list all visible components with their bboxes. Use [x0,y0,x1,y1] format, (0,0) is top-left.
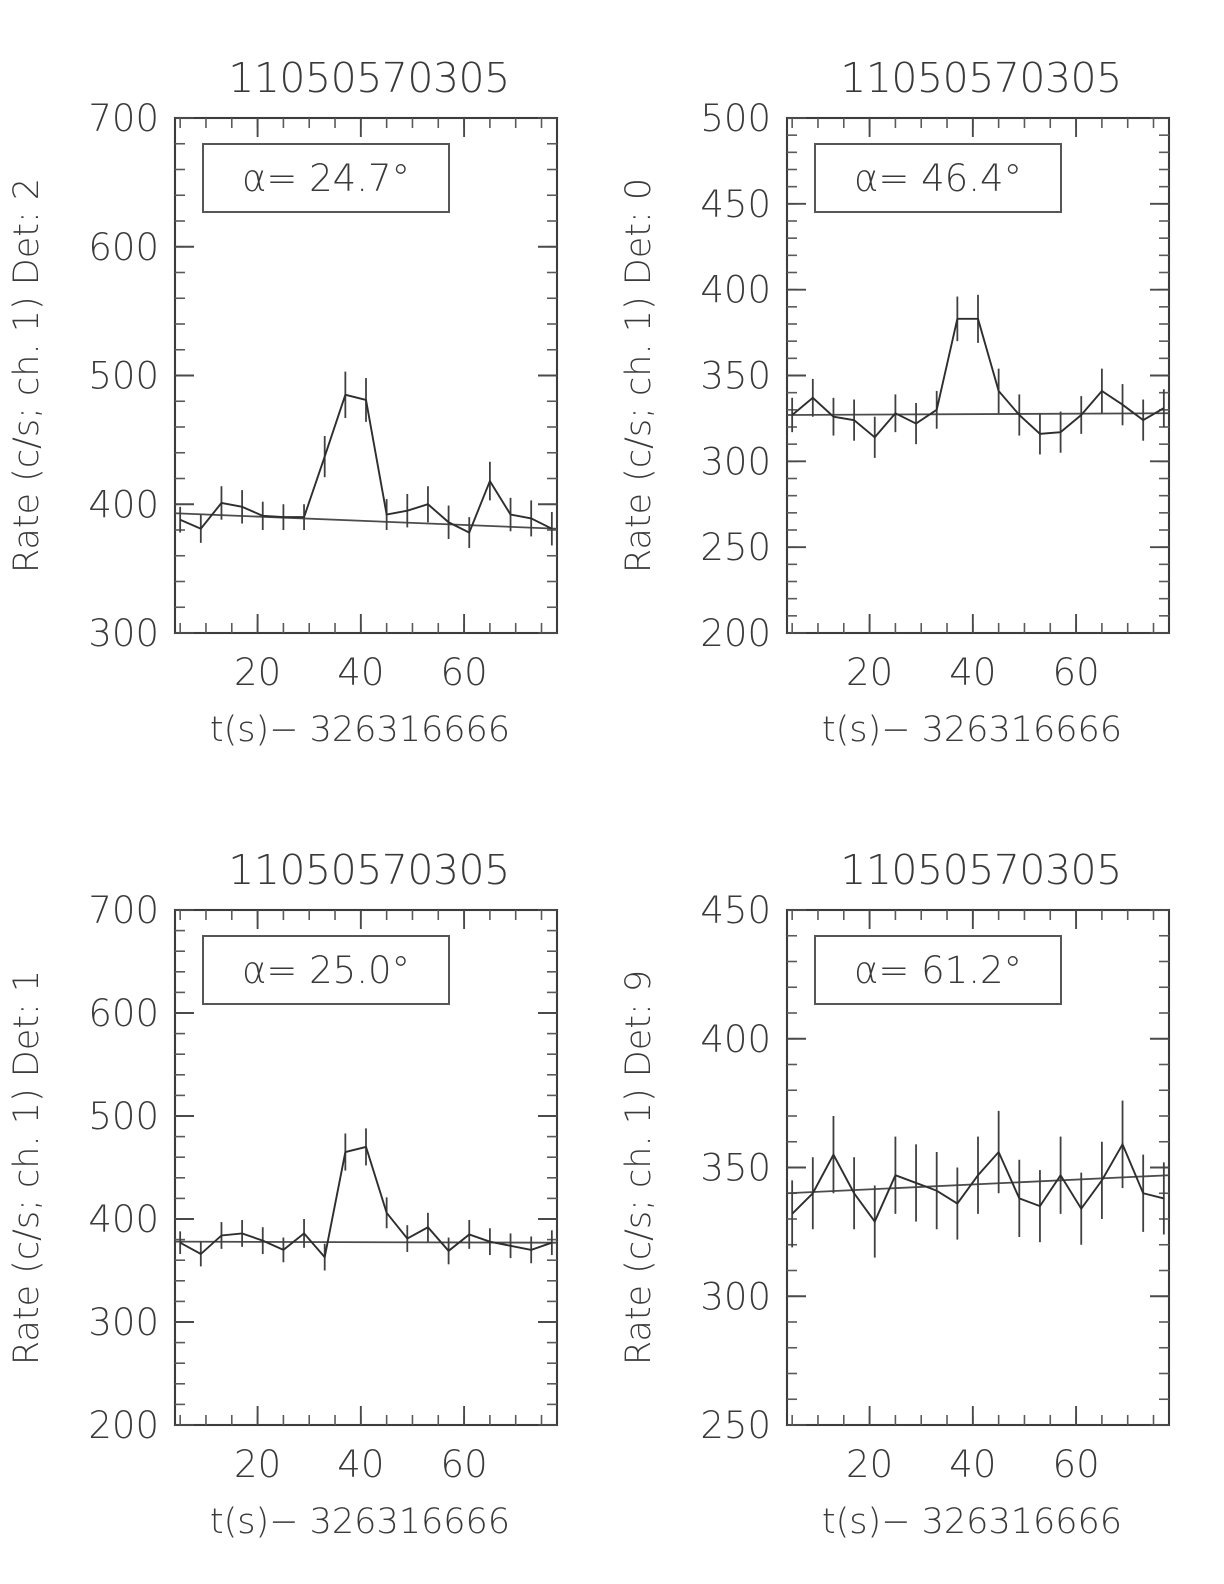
x-axis-label: t(s)− 326316666 [210,1502,510,1542]
y-tick-label: 250 [700,526,771,569]
y-tick-label: 300 [88,1301,159,1344]
x-tick-label: 60 [441,651,488,694]
x-tick-label: 40 [337,651,384,694]
plot-svg: 11050570305 Rate (c/s; ch. 1) Det: 9 t(s)−… [619,846,1171,1542]
background-fit-line [174,512,558,530]
alpha-annotation-box [814,935,1062,1005]
plot-panel-det-0: 11050570305 Rate (c/s; ch. 1) Det: 0 t(s)−… [612,0,1224,792]
axis-ticks: 250 300 350 400 450 20 40 60 [700,889,1169,1486]
x-tick-label: 60 [441,1443,488,1486]
y-tick-label: 250 [700,1404,771,1447]
y-tick-label: 400 [88,1198,159,1241]
y-axis-label: Rate (c/s; ch. 1) Det: 9 [619,970,659,1365]
background-fit-line [174,1240,558,1244]
y-tick-label: 500 [88,355,159,398]
x-tick-label: 20 [234,1443,281,1486]
error-bars [791,1100,1165,1258]
alpha-annotation-box [202,935,450,1005]
y-tick-label: 450 [700,889,771,932]
y-axis-label: Rate (c/s; ch. 1) Det: 1 [7,970,47,1365]
alpha-annotation-text: α= 24.7° [242,157,410,200]
x-axis-label: t(s)− 326316666 [822,1502,1122,1542]
y-axis-label: Rate (c/s; ch. 1) Det: 2 [7,178,47,573]
y-tick-label: 500 [700,97,771,140]
y-tick-label: 350 [700,355,771,398]
y-tick-label: 200 [700,612,771,655]
alpha-annotation-text: α= 25.0° [242,949,410,992]
axis-ticks: 300 400 500 600 700 20 40 60 [88,97,557,694]
plot-svg: 11050570305 Rate (c/s; ch. 1) Det: 1 t(s)−… [7,846,559,1542]
plot-svg: 11050570305 Rate (c/s; ch. 1) Det: 0 t(s)−… [619,54,1171,750]
data-line [791,1142,1165,1224]
y-tick-label: 400 [700,1018,771,1061]
plot-panel-det-9: 11050570305 Rate (c/s; ch. 1) Det: 9 t(s)−… [612,792,1224,1584]
alpha-annotation-text: α= 61.2° [854,949,1022,992]
y-axis-label: Rate (c/s; ch. 1) Det: 0 [619,178,659,573]
data-line [179,393,553,534]
y-tick-label: 350 [700,1147,771,1190]
plot-svg: 11050570305 Rate (c/s; ch. 1) Det: 2 t(s)−… [7,54,559,750]
panel-title: 11050570305 [840,846,1121,894]
y-tick-label: 700 [88,97,159,140]
x-tick-label: 60 [1053,651,1100,694]
x-tick-label: 40 [337,1443,384,1486]
x-tick-label: 20 [846,651,893,694]
x-tick-label: 20 [234,651,281,694]
background-fit-line [786,412,1170,416]
x-tick-label: 20 [846,1443,893,1486]
data-line [179,1145,553,1260]
x-axis-label: t(s)− 326316666 [210,710,510,750]
x-tick-label: 40 [949,651,996,694]
plot-frame [173,908,559,1427]
panel-title: 11050570305 [840,54,1121,102]
axis-ticks: 200 250 300 350 400 450 500 20 40 60 [700,97,1169,694]
plot-panel-det-1: 11050570305 Rate (c/s; ch. 1) Det: 1 t(s)−… [0,792,612,1584]
y-tick-label: 400 [88,483,159,526]
y-tick-label: 450 [700,183,771,226]
y-tick-label: 400 [700,269,771,312]
axis-ticks: 200 300 400 500 600 700 20 40 60 [88,889,557,1486]
plot-panel-det-2: 11050570305 Rate (c/s; ch. 1) Det: 2 t(s)−… [0,0,612,792]
alpha-annotation-box [814,143,1062,213]
panel-title: 11050570305 [228,846,509,894]
y-tick-label: 200 [88,1404,159,1447]
y-tick-label: 300 [700,440,771,483]
y-tick-label: 600 [88,992,159,1035]
y-tick-label: 700 [88,889,159,932]
x-tick-label: 60 [1053,1443,1100,1486]
y-tick-label: 300 [700,1275,771,1318]
panel-title: 11050570305 [228,54,509,102]
y-tick-label: 300 [88,612,159,655]
alpha-annotation-text: α= 46.4° [854,157,1022,200]
x-axis-label: t(s)− 326316666 [822,710,1122,750]
alpha-annotation-box [202,143,450,213]
data-line [791,317,1165,439]
x-tick-label: 40 [949,1443,996,1486]
y-tick-label: 500 [88,1095,159,1138]
y-tick-label: 600 [88,226,159,269]
